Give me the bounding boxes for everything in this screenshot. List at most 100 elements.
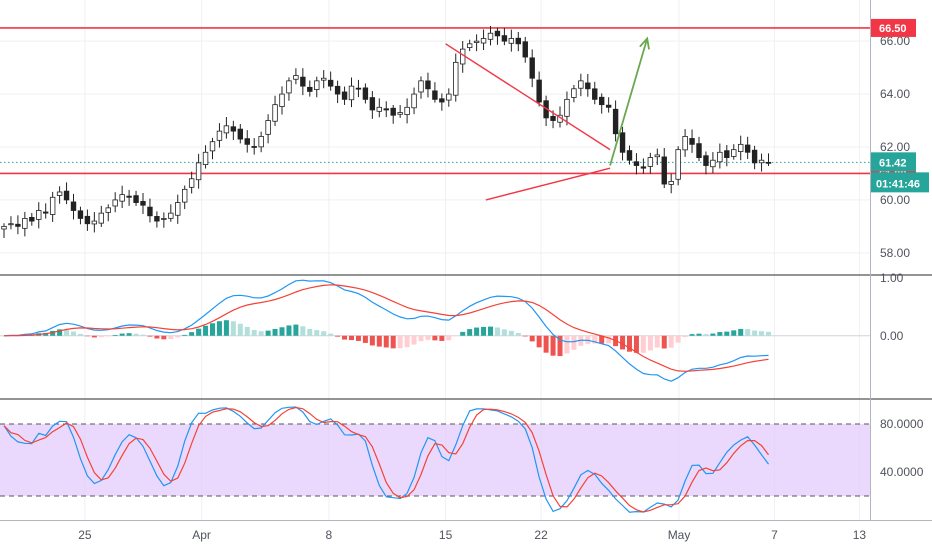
- candle[interactable]: [480, 29, 487, 51]
- candle[interactable]: [682, 129, 688, 157]
- candle[interactable]: [703, 151, 709, 175]
- candle[interactable]: [56, 186, 63, 204]
- candle[interactable]: [181, 185, 188, 210]
- candle[interactable]: [175, 194, 181, 224]
- candle[interactable]: [446, 88, 452, 107]
- candle[interactable]: [105, 204, 111, 222]
- candle[interactable]: [612, 100, 619, 142]
- candle[interactable]: [744, 136, 751, 160]
- candle[interactable]: [8, 216, 14, 230]
- candle[interactable]: [717, 143, 723, 169]
- candle[interactable]: [230, 120, 237, 141]
- candle[interactable]: [473, 34, 480, 52]
- candle[interactable]: [758, 153, 765, 172]
- candle[interactable]: [154, 211, 160, 228]
- candle[interactable]: [508, 29, 515, 52]
- candle[interactable]: [161, 212, 167, 228]
- candle[interactable]: [724, 145, 730, 167]
- candle[interactable]: [341, 86, 348, 105]
- candle[interactable]: [168, 204, 174, 222]
- candle[interactable]: [626, 145, 633, 165]
- price-panel[interactable]: [0, 25, 870, 239]
- candle[interactable]: [188, 171, 195, 194]
- candle[interactable]: [43, 203, 49, 219]
- candle[interactable]: [390, 105, 396, 124]
- candle[interactable]: [355, 79, 362, 98]
- candle[interactable]: [195, 153, 202, 189]
- candle[interactable]: [15, 215, 21, 235]
- candle[interactable]: [49, 191, 56, 222]
- candle[interactable]: [91, 212, 98, 233]
- candle[interactable]: [22, 211, 28, 237]
- stoch-d-line[interactable]: [3, 406, 769, 513]
- candle[interactable]: [320, 70, 327, 89]
- candle[interactable]: [751, 145, 758, 170]
- candle[interactable]: [265, 114, 271, 144]
- candle[interactable]: [619, 126, 626, 161]
- candle[interactable]: [453, 53, 459, 102]
- candle[interactable]: [696, 136, 702, 162]
- candle[interactable]: [425, 72, 431, 98]
- candle[interactable]: [599, 93, 605, 114]
- candle[interactable]: [487, 25, 494, 46]
- macd-signal-line[interactable]: [3, 284, 769, 372]
- candle[interactable]: [459, 41, 466, 73]
- stochastic-panel[interactable]: [0, 406, 870, 513]
- candle[interactable]: [640, 158, 647, 174]
- candle[interactable]: [286, 77, 292, 101]
- candle[interactable]: [251, 138, 257, 155]
- candle[interactable]: [133, 190, 139, 206]
- candle[interactable]: [244, 130, 250, 153]
- candle[interactable]: [536, 71, 542, 107]
- candle[interactable]: [334, 80, 341, 104]
- candle[interactable]: [36, 202, 42, 229]
- candle[interactable]: [1, 223, 7, 239]
- candle[interactable]: [432, 82, 438, 103]
- candle[interactable]: [529, 49, 535, 88]
- candle[interactable]: [515, 31, 521, 52]
- candle[interactable]: [98, 205, 104, 227]
- candle[interactable]: [383, 101, 389, 118]
- candle[interactable]: [731, 144, 737, 160]
- candle[interactable]: [307, 80, 313, 97]
- candle[interactable]: [376, 98, 382, 118]
- candle[interactable]: [564, 91, 570, 126]
- candle[interactable]: [272, 95, 278, 126]
- candle[interactable]: [411, 87, 417, 115]
- candle[interactable]: [647, 152, 654, 174]
- candle[interactable]: [209, 137, 216, 160]
- macd-line[interactable]: [3, 279, 769, 382]
- candle[interactable]: [112, 192, 118, 213]
- candle[interactable]: [765, 153, 772, 167]
- candle[interactable]: [738, 135, 744, 161]
- macd-panel[interactable]: [0, 279, 870, 382]
- candle[interactable]: [675, 146, 681, 186]
- candle[interactable]: [710, 152, 716, 174]
- candle[interactable]: [314, 76, 320, 98]
- candle[interactable]: [84, 209, 91, 231]
- candle[interactable]: [494, 27, 501, 45]
- trendline[interactable]: [445, 43, 611, 151]
- candle[interactable]: [63, 182, 70, 205]
- candle[interactable]: [592, 81, 598, 105]
- candle[interactable]: [29, 212, 35, 226]
- candle[interactable]: [522, 36, 528, 63]
- candle[interactable]: [668, 173, 674, 194]
- candle[interactable]: [578, 73, 584, 97]
- candle[interactable]: [661, 148, 667, 189]
- candle[interactable]: [654, 148, 660, 166]
- candle[interactable]: [258, 131, 264, 153]
- candle[interactable]: [237, 124, 243, 144]
- candle[interactable]: [202, 145, 209, 169]
- candle[interactable]: [293, 68, 299, 85]
- candle[interactable]: [543, 95, 549, 127]
- candle[interactable]: [70, 193, 77, 220]
- candle[interactable]: [689, 129, 695, 153]
- candle[interactable]: [77, 206, 84, 225]
- candle[interactable]: [362, 83, 369, 104]
- candle[interactable]: [216, 123, 223, 148]
- candle[interactable]: [501, 27, 508, 46]
- candle[interactable]: [439, 93, 445, 111]
- candle[interactable]: [369, 91, 376, 119]
